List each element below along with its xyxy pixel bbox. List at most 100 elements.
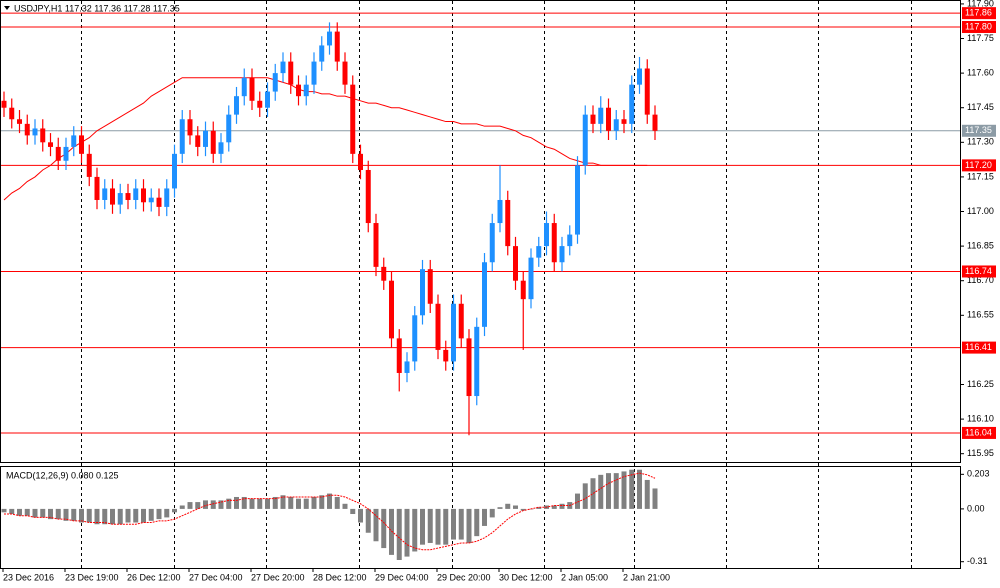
macd-bar [482, 508, 487, 526]
macd-bar [420, 508, 425, 545]
candle-body [637, 68, 642, 85]
candle-body [288, 61, 294, 85]
macd-bar [466, 508, 472, 543]
macd-bar [280, 495, 286, 509]
y-tick-label: 117.30 [967, 137, 994, 147]
y-tick-label: -0.31 [967, 556, 988, 566]
x-tick-label: 27 Dec 04:00 [189, 572, 243, 582]
macd-bar [71, 508, 77, 521]
candle-body [249, 77, 255, 101]
macd-bar [451, 508, 456, 540]
macd-bar [358, 508, 363, 523]
macd-title: MACD(12,26,9) 0.080 0.125 [6, 470, 119, 480]
macd-bar [40, 508, 46, 518]
candle-body [443, 349, 449, 362]
price-pane [0, 0, 961, 463]
candle-body [133, 188, 139, 200]
macd-bar [125, 508, 131, 523]
candle-body [125, 193, 131, 200]
candle-body [117, 193, 123, 205]
candle-body [203, 130, 208, 147]
candle-body [652, 114, 658, 131]
macd-bar [296, 498, 301, 509]
macd-bar [265, 498, 270, 509]
candle-body [79, 135, 84, 154]
macd-bar [55, 508, 61, 520]
level-label-box [962, 426, 996, 439]
candle-body [86, 153, 92, 177]
candle-body [358, 153, 363, 170]
macd-bar [590, 478, 596, 509]
macd-bar [435, 508, 441, 545]
macd-bar [350, 508, 356, 515]
macd-bar [187, 502, 193, 509]
macd-bar [342, 503, 348, 509]
y-tick-label: 117.75 [967, 33, 994, 43]
candle-body [404, 361, 410, 373]
x-tick-label: 27 Dec 20:00 [251, 572, 305, 582]
y-tick-label: 115.95 [967, 448, 994, 458]
level-label-box [962, 265, 996, 278]
macd-bar [458, 508, 464, 540]
macd-bar [63, 508, 69, 521]
y-tick-label: 116.70 [967, 275, 994, 285]
macd-bar [621, 471, 627, 509]
candle-body [629, 84, 635, 124]
candle-body [102, 188, 108, 200]
y-tick-label: 117.15 [967, 171, 994, 181]
candle-body [528, 257, 534, 300]
candle-body [567, 234, 573, 247]
macd-bar [133, 508, 139, 523]
macd-bar [241, 496, 247, 509]
x-tick-label: 2 Jan 21:00 [623, 572, 670, 582]
candle-body [272, 73, 278, 92]
macd-bar [389, 508, 394, 555]
macd-bar [373, 508, 379, 542]
candle-body [544, 223, 549, 247]
candle-body [342, 61, 348, 85]
macd-bar [272, 496, 278, 509]
candle-body [427, 269, 433, 304]
candle-body [195, 135, 201, 147]
macd-bar [551, 505, 557, 509]
macd-bar [17, 508, 22, 516]
macd-bar [24, 508, 30, 516]
candle-body [210, 130, 216, 154]
symbol-menu-icon[interactable] [4, 6, 10, 10]
y-tick-label: 116.25 [967, 379, 994, 389]
signal-line [4, 472, 656, 551]
macd-bar [48, 508, 53, 520]
macd-bar [396, 508, 402, 560]
x-tick-label: 29 Dec 04:00 [375, 572, 429, 582]
macd-bar [249, 498, 255, 509]
chart-title: USDJPY,H1 117.32 117.36 117.28 117.35 [14, 3, 180, 13]
current-price-label: 117.35 [965, 125, 992, 135]
macd-bar [117, 508, 123, 525]
candle-body [389, 280, 394, 339]
candle-body [55, 146, 61, 161]
y-tick-label: 0.203 [967, 469, 990, 479]
candle-body [327, 31, 332, 46]
candle-body [265, 91, 270, 108]
candle-body [218, 142, 224, 154]
macd-bar [226, 498, 232, 509]
candle-body [505, 199, 511, 247]
macd-bar [32, 508, 38, 518]
macd-bar [172, 508, 177, 513]
candle-body [590, 114, 596, 124]
macd-bar [79, 508, 84, 523]
macd-bar [644, 479, 650, 509]
macd-bar [257, 498, 263, 509]
macd-bar [288, 496, 294, 509]
candle-body [350, 84, 356, 154]
candle-body [466, 338, 472, 397]
macd-bar [404, 508, 410, 557]
candle-body [482, 262, 487, 327]
x-tick-label: 30 Dec 12:00 [499, 572, 553, 582]
macd-bar [637, 469, 642, 509]
macd-bar [520, 508, 526, 511]
candle-body [598, 107, 604, 124]
candle-body [559, 246, 565, 263]
macd-bar [303, 498, 309, 509]
